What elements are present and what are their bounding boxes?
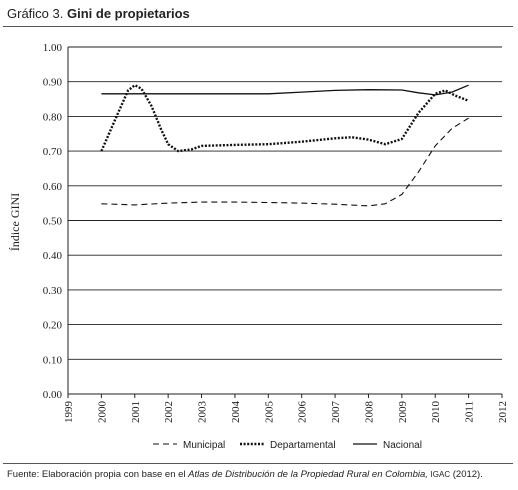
y-tick-label: 0.80 (43, 111, 63, 123)
gini-line-chart: 0.00 0.10 0.20 0.30 0.40 0.50 0.60 0.70 0.80 0.90… (8, 42, 509, 451)
series-line-municipal (101, 117, 469, 207)
series-line-departamental (100, 83, 470, 153)
series-lines (100, 83, 470, 207)
y-tick-label: 0.50 (43, 216, 63, 228)
x-tick-label: 2010 (430, 401, 442, 424)
y-tick-label: 0.40 (43, 250, 63, 262)
y-tick-label: 0.90 (43, 77, 63, 89)
x-tick-label: 2007 (330, 401, 342, 424)
source-igac: IGAC (430, 470, 451, 479)
x-tick-label: 2000 (96, 401, 108, 424)
legend: Municipal Departamental Nacional (153, 440, 422, 451)
series-line-nacional (101, 84, 469, 96)
legend-label-nacional: Nacional (383, 440, 422, 451)
source-note: Fuente: Elaboración propia con base en e… (7, 469, 483, 480)
y-tick-label: 0.30 (43, 285, 63, 297)
gridlines (68, 46, 502, 360)
y-tick-label: 0.70 (43, 146, 63, 158)
legend-label-municipal: Municipal (183, 440, 225, 451)
x-tick-label: 1999 (63, 401, 75, 424)
y-tick-label: 0.20 (43, 320, 63, 332)
axes (67, 47, 503, 398)
y-axis-label: Índice GINI (8, 193, 22, 251)
y-tick-label: 0.60 (43, 181, 63, 193)
y-tick-labels: 0.00 0.10 0.20 0.30 0.40 0.50 0.60 0.70 0.80 0.90… (43, 42, 63, 401)
y-tick-label: 0.10 (43, 354, 63, 366)
x-tick-label: 2003 (197, 401, 209, 424)
x-tick-label: 2009 (397, 401, 409, 424)
chart-title-prefix: Gráfico 3. (7, 6, 64, 21)
x-tick-label: 2005 (263, 401, 275, 424)
bottom-rule (3, 463, 513, 464)
y-tick-label: 1.00 (43, 42, 63, 54)
source-atlas: Atlas de Distribución de la Propiedad Ru… (188, 469, 428, 480)
x-tick-label: 2008 (363, 401, 375, 424)
top-rule (3, 26, 513, 27)
legend-label-departamental: Departamental (270, 440, 336, 451)
x-tick-label: 2004 (230, 401, 242, 424)
x-tick-label: 2001 (130, 401, 142, 423)
chart-title-main: Gini de propietarios (66, 6, 190, 21)
chart-title: Gráfico 3. Gini de propietarios (7, 6, 190, 21)
x-tick-label: 2006 (297, 401, 309, 424)
x-tick-label: 2012 (497, 401, 509, 423)
x-tick-labels: 1999 2000 2001 2002 2003 2004 2005 2006 2007 2008… (63, 401, 509, 424)
y-tick-label: 0.00 (43, 389, 63, 401)
source-suffix: (2012). (452, 469, 483, 480)
x-tick-label: 2011 (464, 401, 476, 423)
x-tick-label: 2002 (163, 401, 175, 423)
source-prefix: Fuente: Elaboración propia con base en e… (7, 469, 186, 480)
